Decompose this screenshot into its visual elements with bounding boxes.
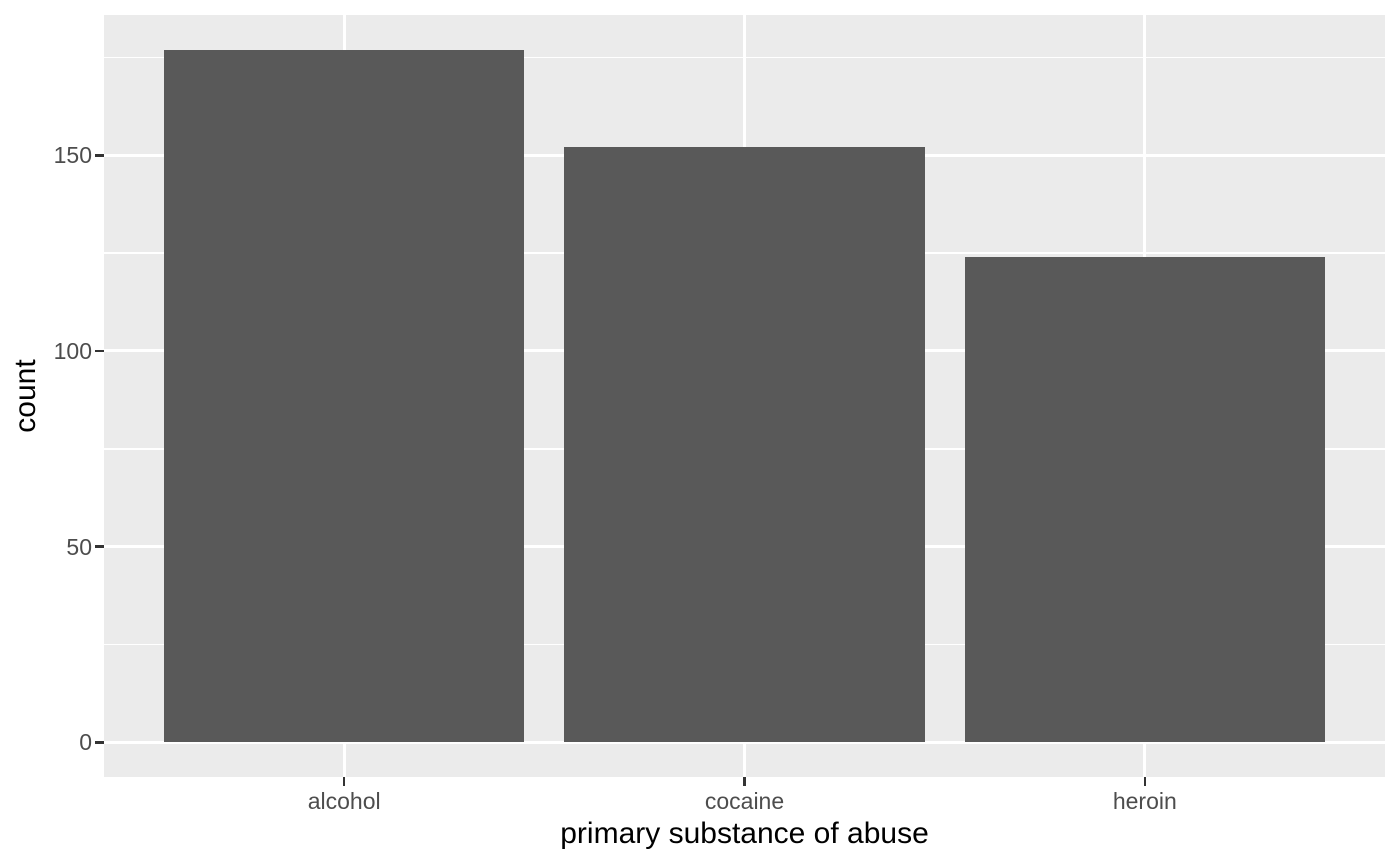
bar-alcohol [164, 49, 525, 743]
x-tick-label-alcohol: alcohol [307, 788, 381, 814]
bar-cocaine [564, 147, 925, 743]
y-tick-mark-150 [95, 154, 104, 157]
x-tick-mark-heroin [1143, 777, 1147, 786]
x-axis-title: primary substance of abuse [560, 817, 929, 850]
plot-panel [104, 15, 1385, 777]
y-tick-mark-0 [95, 741, 104, 744]
y-axis-title: count [9, 359, 42, 433]
x-tick-label-cocaine: cocaine [704, 788, 785, 814]
y-tick-mark-100 [95, 349, 104, 353]
y-tick-label-50: 50 [66, 533, 92, 560]
x-tick-mark-alcohol [342, 777, 346, 786]
x-tick-mark-cocaine [743, 777, 746, 786]
x-tick-label-heroin: heroin [1112, 788, 1177, 814]
y-tick-mark-50 [95, 545, 104, 548]
y-tick-label-100: 100 [53, 337, 92, 364]
y-tick-label-0: 0 [79, 729, 92, 756]
y-tick-label-150: 150 [53, 142, 92, 169]
bar-heroin [964, 257, 1325, 743]
